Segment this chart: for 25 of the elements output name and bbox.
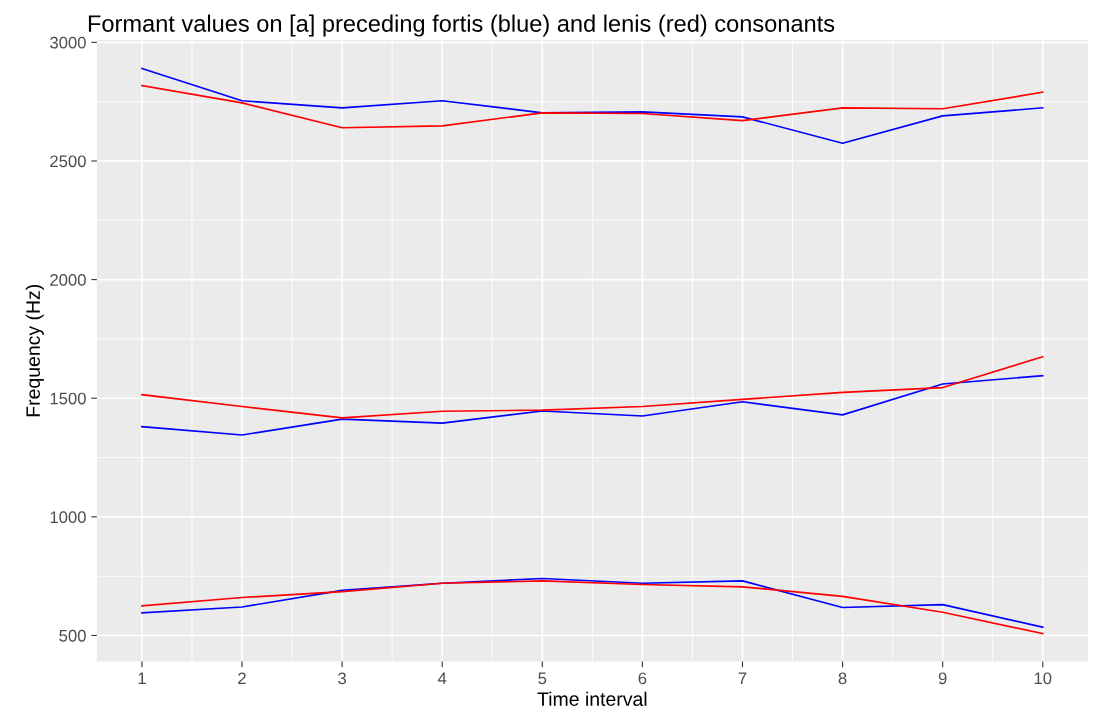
x-tick-label: 7 <box>738 672 747 685</box>
x-tick-label: 10 <box>1034 672 1052 685</box>
x-tick-label: 9 <box>938 672 947 685</box>
y-tick-label: 1000 <box>50 511 86 524</box>
x-tick-label: 4 <box>437 672 447 685</box>
line-series <box>141 355 1044 419</box>
x-tick-label: 5 <box>538 672 547 685</box>
y-tick-label: 500 <box>59 629 86 642</box>
y-tick-label: 2500 <box>50 155 86 168</box>
line-series <box>141 374 1044 436</box>
x-tick-label: 2 <box>238 672 246 685</box>
x-tick-label: 3 <box>338 672 347 685</box>
line-series <box>141 577 1044 629</box>
line-series <box>141 84 1044 129</box>
chart-title: Formant values on [a] preceding fortis (blue) and lenis (red) consonants <box>88 14 835 37</box>
x-tick-label: 6 <box>638 672 647 685</box>
y-tick-label: 3000 <box>50 36 86 49</box>
y-tick-label: 1500 <box>50 392 86 405</box>
y-tick-label: 2000 <box>50 274 86 286</box>
line-series <box>141 580 1044 635</box>
x-axis-title: Time interval <box>537 691 647 706</box>
x-tick-label: 1 <box>138 672 146 685</box>
x-tick-label: 8 <box>838 672 847 685</box>
y-axis-title: Frequency (Hz) <box>25 284 44 417</box>
line-series <box>141 67 1044 145</box>
